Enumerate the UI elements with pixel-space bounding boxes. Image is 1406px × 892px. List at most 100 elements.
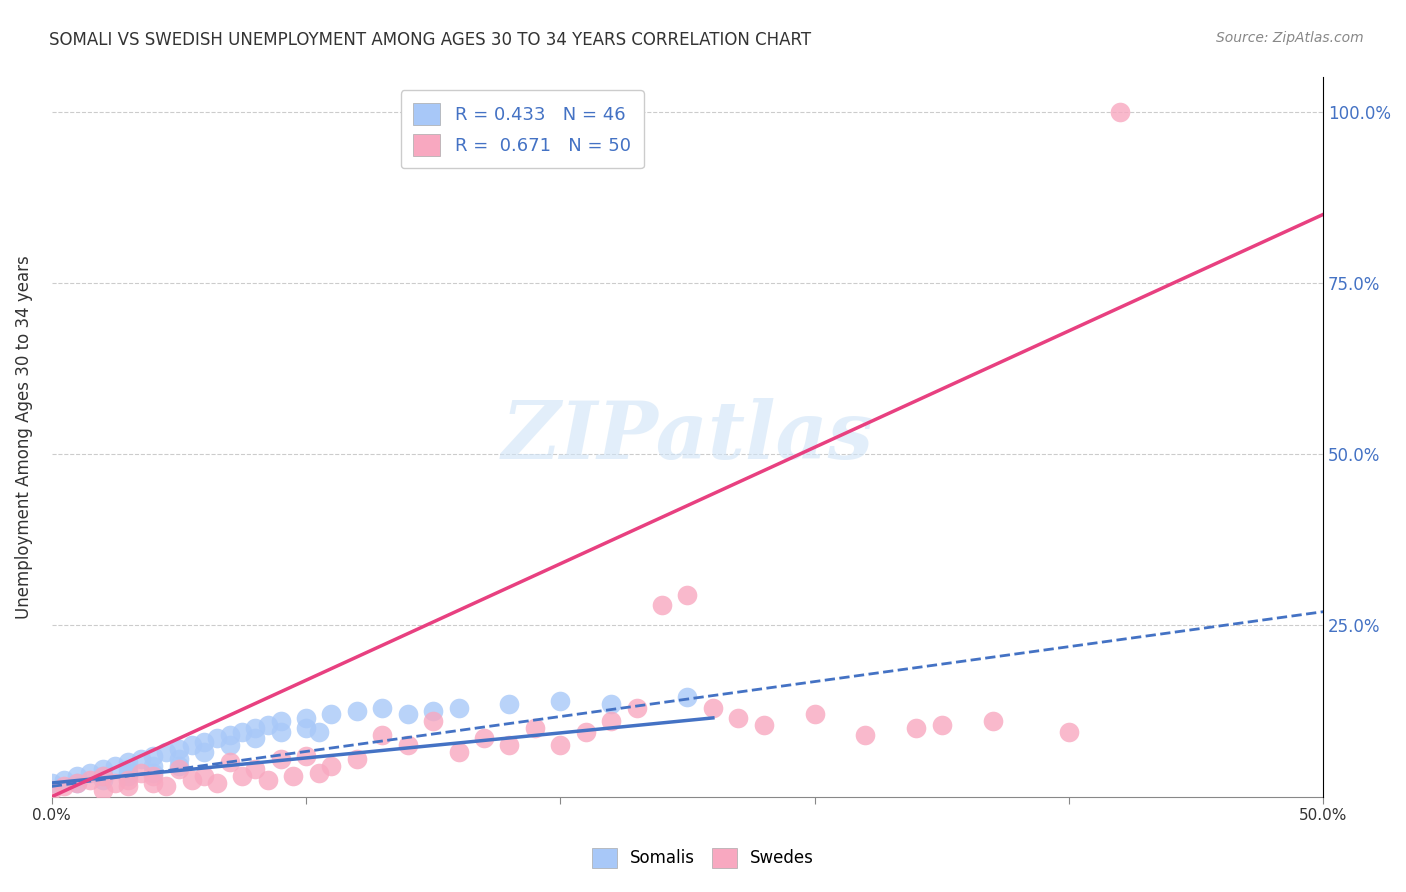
Point — [346, 752, 368, 766]
Point — [91, 769, 114, 783]
Point — [53, 772, 76, 787]
Point — [66, 776, 89, 790]
Point — [117, 769, 139, 783]
Point — [129, 765, 152, 780]
Point — [472, 731, 495, 746]
Point — [371, 700, 394, 714]
Point — [295, 721, 318, 735]
Point — [321, 707, 343, 722]
Point — [346, 704, 368, 718]
Legend: Somalis, Swedes: Somalis, Swedes — [585, 841, 821, 875]
Point — [167, 741, 190, 756]
Point — [855, 728, 877, 742]
Point — [205, 731, 228, 746]
Point — [931, 718, 953, 732]
Point — [803, 707, 825, 722]
Point — [193, 735, 215, 749]
Point — [142, 748, 165, 763]
Point — [142, 776, 165, 790]
Point — [257, 718, 280, 732]
Point — [117, 772, 139, 787]
Point — [142, 769, 165, 783]
Point — [626, 700, 648, 714]
Point — [91, 772, 114, 787]
Point — [257, 772, 280, 787]
Point — [550, 694, 572, 708]
Point — [243, 762, 266, 776]
Point — [41, 776, 63, 790]
Point — [371, 728, 394, 742]
Point — [218, 756, 240, 770]
Point — [523, 721, 546, 735]
Point — [91, 782, 114, 797]
Point — [117, 780, 139, 794]
Point — [981, 714, 1004, 729]
Point — [651, 598, 673, 612]
Point — [295, 711, 318, 725]
Legend: R = 0.433   N = 46, R =  0.671   N = 50: R = 0.433 N = 46, R = 0.671 N = 50 — [401, 90, 644, 169]
Point — [79, 772, 101, 787]
Point — [498, 739, 520, 753]
Point — [308, 765, 330, 780]
Point — [180, 739, 202, 753]
Text: Source: ZipAtlas.com: Source: ZipAtlas.com — [1216, 31, 1364, 45]
Point — [180, 772, 202, 787]
Point — [117, 762, 139, 776]
Point — [600, 697, 623, 711]
Point — [308, 724, 330, 739]
Point — [396, 739, 419, 753]
Point — [129, 752, 152, 766]
Point — [231, 769, 253, 783]
Point — [193, 745, 215, 759]
Point — [117, 765, 139, 780]
Point — [283, 769, 305, 783]
Point — [1108, 104, 1130, 119]
Point — [321, 759, 343, 773]
Point — [498, 697, 520, 711]
Point — [66, 776, 89, 790]
Point — [600, 714, 623, 729]
Point — [447, 700, 470, 714]
Point — [270, 752, 292, 766]
Point — [142, 765, 165, 780]
Point — [575, 724, 598, 739]
Point — [727, 711, 749, 725]
Point — [676, 588, 699, 602]
Point — [104, 776, 127, 790]
Point — [243, 731, 266, 746]
Point — [243, 721, 266, 735]
Point — [66, 769, 89, 783]
Point — [167, 752, 190, 766]
Point — [396, 707, 419, 722]
Point — [702, 700, 724, 714]
Point — [231, 724, 253, 739]
Point — [550, 739, 572, 753]
Point — [104, 759, 127, 773]
Point — [155, 780, 177, 794]
Point — [270, 724, 292, 739]
Point — [91, 762, 114, 776]
Point — [167, 759, 190, 773]
Point — [218, 739, 240, 753]
Point — [422, 714, 444, 729]
Point — [676, 690, 699, 705]
Point — [218, 728, 240, 742]
Point — [1057, 724, 1080, 739]
Point — [422, 704, 444, 718]
Point — [205, 776, 228, 790]
Point — [142, 759, 165, 773]
Point — [270, 714, 292, 729]
Point — [193, 769, 215, 783]
Text: ZIPatlas: ZIPatlas — [502, 399, 873, 475]
Text: SOMALI VS SWEDISH UNEMPLOYMENT AMONG AGES 30 TO 34 YEARS CORRELATION CHART: SOMALI VS SWEDISH UNEMPLOYMENT AMONG AGE… — [49, 31, 811, 49]
Point — [41, 782, 63, 797]
Point — [447, 745, 470, 759]
Point — [79, 765, 101, 780]
Point — [295, 748, 318, 763]
Point — [905, 721, 928, 735]
Y-axis label: Unemployment Among Ages 30 to 34 years: Unemployment Among Ages 30 to 34 years — [15, 255, 32, 619]
Point — [53, 780, 76, 794]
Point — [117, 756, 139, 770]
Point — [752, 718, 775, 732]
Point — [91, 769, 114, 783]
